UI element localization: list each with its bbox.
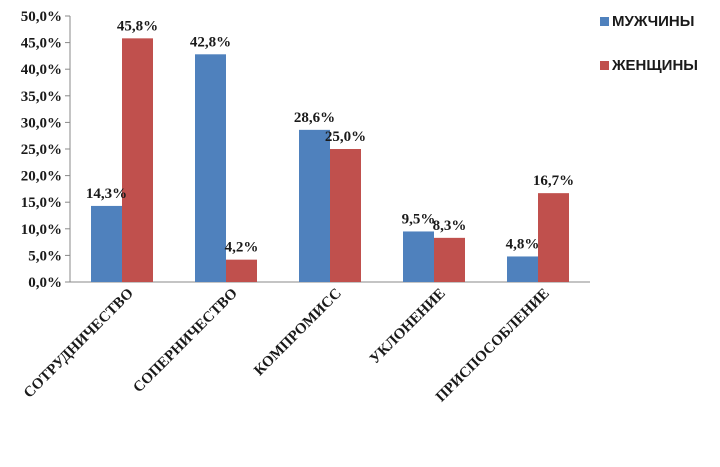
data-label: 9,5% bbox=[402, 211, 436, 227]
legend: МУЖЧИНЫ ЖЕНЩИНЫ bbox=[600, 13, 698, 74]
legend-swatch-men bbox=[600, 17, 609, 26]
category-label: КОМПРОМИСС bbox=[251, 286, 345, 380]
bar-men bbox=[299, 129, 330, 282]
data-label: 25,0% bbox=[325, 129, 366, 145]
data-label: 16,7% bbox=[533, 173, 574, 189]
y-tick-label: 15,0% bbox=[21, 195, 62, 211]
y-tick-label: 40,0% bbox=[21, 62, 62, 78]
category-label: СОТРУДНИЧЕСТВО bbox=[21, 286, 137, 402]
data-label: 42,8% bbox=[190, 34, 231, 50]
data-labels-group: 14,3% 45,8% 42,8% 4,2% 28,6% 25,0% 9,5%8,3% 4,8… bbox=[86, 18, 574, 255]
legend-label-men: МУЖЧИНЫ bbox=[612, 13, 694, 30]
bar-women bbox=[122, 38, 153, 283]
y-tick-label: 0,0% bbox=[28, 275, 62, 291]
bar-women bbox=[434, 237, 465, 282]
y-tick-label: 25,0% bbox=[21, 142, 62, 158]
data-label: 14,3% bbox=[86, 186, 127, 202]
y-tick-label: 45,0% bbox=[21, 36, 62, 52]
category-label: ПРИСПОСОБЛЕНИЕ bbox=[433, 286, 553, 406]
y-tick-label: 35,0% bbox=[21, 89, 62, 105]
y-tick-label: 20,0% bbox=[21, 169, 62, 185]
bar-women bbox=[538, 193, 569, 282]
data-label: 4,8% bbox=[506, 236, 540, 252]
data-label: 45,8% bbox=[117, 18, 158, 34]
data-label: 28,6% bbox=[294, 110, 335, 126]
y-tick-label: 10,0% bbox=[21, 222, 62, 238]
legend-swatch-women bbox=[600, 61, 609, 70]
category-label: СОПЕРНИЧЕСТВО bbox=[130, 286, 240, 396]
y-tick-label: 30,0% bbox=[21, 115, 62, 131]
bar-men bbox=[507, 256, 538, 282]
y-tick-label: 50,0% bbox=[21, 9, 62, 25]
y-tick-label: 5,0% bbox=[28, 248, 62, 264]
category-label: УКЛОНЕНИЕ bbox=[367, 286, 449, 368]
data-label: 4,2% bbox=[225, 240, 259, 256]
bar-men bbox=[195, 54, 226, 282]
y-axis-ticks: 0,0% 5,0% 10,0% 15,0% 20,0% 25,0% 30,0% 35,0% 40… bbox=[21, 9, 70, 291]
bar-men bbox=[91, 205, 122, 282]
bar-women bbox=[226, 259, 257, 282]
bar-women bbox=[330, 149, 361, 282]
data-label: 8,3% bbox=[433, 218, 467, 234]
legend-label-women: ЖЕНЩИНЫ bbox=[611, 57, 698, 74]
bars-group bbox=[91, 38, 569, 283]
bar-men bbox=[403, 231, 434, 282]
